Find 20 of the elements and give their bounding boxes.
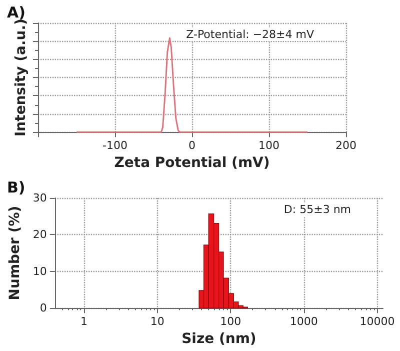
x-tick-label: 10 bbox=[150, 315, 164, 328]
x-tick-label: -100 bbox=[102, 139, 128, 152]
x-tick-label: 1 bbox=[80, 315, 88, 328]
y-tick-label: 30 bbox=[32, 192, 47, 204]
annotation: Z-Potential: −28±4 mV bbox=[186, 28, 314, 41]
y-axis-title: Number (%) bbox=[7, 206, 23, 300]
y-tick-label: 0 bbox=[40, 302, 47, 315]
y-axis-title: Intensity (a.u.) bbox=[13, 18, 29, 137]
y-tick-label: 10 bbox=[32, 264, 47, 278]
y-tick-label: 20 bbox=[32, 228, 47, 242]
x-tick-label: 1000 bbox=[290, 315, 318, 328]
x-axis-title: Zeta Potential (mV) bbox=[114, 155, 270, 171]
annotation: D: 55±3 nm bbox=[284, 203, 352, 216]
x-tick-label: 200 bbox=[336, 139, 356, 152]
chart-title: B) bbox=[7, 178, 26, 196]
x-tick-label: 0 bbox=[188, 139, 196, 152]
x-tick-label: 100 bbox=[220, 315, 242, 328]
x-tick-label: 100 bbox=[258, 139, 280, 152]
x-tick-label: 10000 bbox=[360, 315, 395, 328]
x-axis-title: Size (nm) bbox=[182, 331, 256, 347]
